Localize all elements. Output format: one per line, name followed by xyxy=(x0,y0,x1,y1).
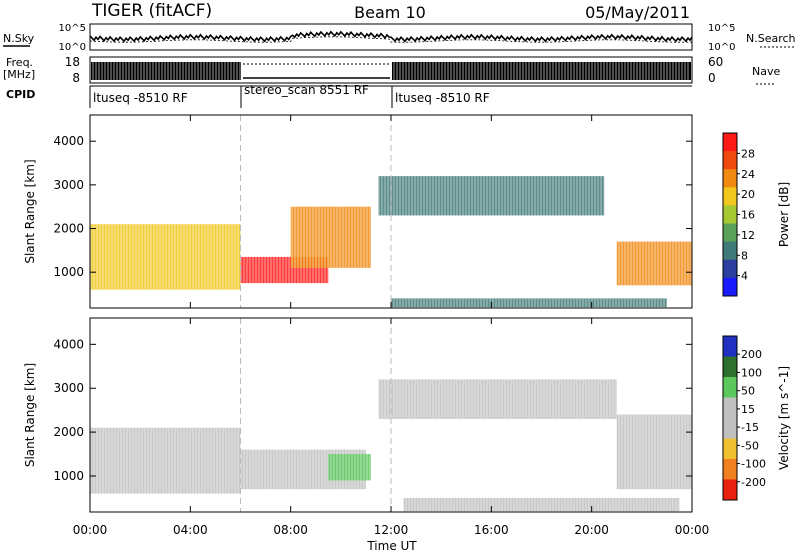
colorbar-swatch xyxy=(723,277,737,297)
y-tick-label: 2000 xyxy=(53,425,84,439)
y-tick-label: 1000 xyxy=(53,469,84,483)
colorbar-tick-label: 15 xyxy=(741,403,755,416)
colorbar-swatch xyxy=(723,479,737,501)
y-tick-label: 3000 xyxy=(53,178,84,192)
velocity-panel: 1000 2000 3000 4000 Slant Range [km] xyxy=(23,317,693,513)
power-region-texture xyxy=(378,176,605,216)
noise-left-tick-bottom: 10^0 xyxy=(59,42,86,53)
freq-label-line2: [MHz] xyxy=(3,68,35,81)
velocity-ylabel: Slant Range [km] xyxy=(23,363,37,467)
power-region-texture xyxy=(616,241,692,286)
nave-label: Nave xyxy=(752,65,780,78)
noise-right-tick-top: 10^5 xyxy=(708,23,735,34)
colorbar-label: Velocity [m s^-1] xyxy=(777,366,791,470)
velocity-colorbar: 200 100 50 15 -15 -50 -100 -200 Velocity [m s^-1… xyxy=(722,335,791,501)
velocity-region-texture xyxy=(328,454,371,481)
colorbar-tick-label: -100 xyxy=(741,458,766,471)
radar-title: TIGER (fitACF) xyxy=(91,1,212,21)
noise-search-trace xyxy=(89,36,693,43)
colorbar-swatch xyxy=(723,377,737,398)
colorbar-swatch xyxy=(723,259,737,279)
power-colorbar: 4 8 12 16 20 24 28 Power [dB] xyxy=(722,132,791,297)
colorbar-swatch xyxy=(723,133,737,152)
velocity-region-texture xyxy=(90,427,241,494)
colorbar-frame xyxy=(722,335,738,501)
x-tick-label: 04:00 xyxy=(173,523,208,537)
noise-sky-trace xyxy=(89,30,693,43)
x-tick-label: 16:00 xyxy=(474,523,509,537)
y-tick-label: 1000 xyxy=(53,265,84,279)
colorbar-tick-label: 50 xyxy=(741,385,755,398)
colorbar-swatch xyxy=(723,438,737,460)
y-tick-label: 4000 xyxy=(53,337,84,351)
colorbar-swatch xyxy=(723,187,737,206)
colorbar-swatch xyxy=(723,205,737,225)
colorbar-tick-label: 28 xyxy=(741,147,755,160)
noise-right-tick-bottom: 10^0 xyxy=(708,42,735,53)
colorbar-tick-label: 200 xyxy=(741,348,762,361)
noise-left-tick-top: 10^5 xyxy=(59,23,86,34)
cpid-segment-3: ltuseq -8510 RF xyxy=(395,91,490,105)
noise-left-label: N.Sky xyxy=(3,32,35,45)
colorbar-tick-label: 8 xyxy=(741,249,748,262)
colorbar-tick-label: 24 xyxy=(741,168,755,181)
noise-traces xyxy=(89,30,693,43)
colorbar-swatch xyxy=(723,169,737,188)
colorbar-label: Power [dB] xyxy=(777,182,791,247)
colorbar-swatch xyxy=(723,459,737,480)
x-tick-label: 20:00 xyxy=(574,523,609,537)
freq-tick-top: 18 xyxy=(65,55,80,69)
colorbar-tick-label: 12 xyxy=(741,229,755,242)
colorbar-tick-label: 20 xyxy=(741,188,755,201)
colorbar-swatch xyxy=(723,418,737,439)
time-axis-title: Time UT xyxy=(366,539,417,553)
colorbar-tick-label: 100 xyxy=(741,366,762,379)
colorbar-tick-label: -50 xyxy=(741,439,759,452)
beam-title: Beam 10 xyxy=(354,3,426,22)
time-axis: 00:00 04:00 08:00 12:00 16:00 20:00 00:00 xyxy=(73,115,710,537)
colorbar-swatch xyxy=(723,356,737,378)
colorbar-tick-label: 16 xyxy=(741,209,755,222)
freq-block-left xyxy=(91,62,241,80)
colorbar-swatch xyxy=(723,336,737,357)
power-region-texture xyxy=(90,224,241,290)
power-ylabel: Slant Range [km] xyxy=(23,159,37,263)
freq-label-line1: Freq. xyxy=(6,56,33,69)
colorbar-tick-label: 4 xyxy=(741,270,748,283)
colorbar-swatch xyxy=(723,151,737,170)
colorbar-tick-label: -15 xyxy=(741,421,759,434)
y-tick-label: 4000 xyxy=(53,134,84,148)
nave-tick-bottom: 0 xyxy=(708,71,716,85)
velocity-region-texture xyxy=(378,379,617,419)
nave-tick-top: 60 xyxy=(708,55,723,69)
x-tick-label: 08:00 xyxy=(273,523,308,537)
y-tick-label: 3000 xyxy=(53,381,84,395)
cpid-segment-1: ltuseq -8510 RF xyxy=(93,91,188,105)
power-panel: 1000 2000 3000 4000 Slant Range [km] xyxy=(23,114,693,309)
velocity-region-texture xyxy=(616,414,692,490)
freq-tick-bottom: 8 xyxy=(72,71,80,85)
cpid-segment-2: stereo_scan 8551 RF xyxy=(244,83,369,97)
noise-right-label: N.Search xyxy=(746,32,796,45)
cpid-label: CPID xyxy=(6,88,35,101)
velocity-region-texture xyxy=(403,497,680,512)
colorbar-swatch xyxy=(723,397,737,419)
power-region-texture xyxy=(391,298,667,308)
y-tick-label: 2000 xyxy=(53,222,84,236)
freq-stripes xyxy=(92,62,689,80)
colorbar-tick-label: -200 xyxy=(741,476,766,489)
power-region-texture xyxy=(290,206,371,268)
colorbar-swatch xyxy=(723,241,737,261)
date-title: 05/May/2011 xyxy=(585,3,690,22)
x-tick-label: 00:00 xyxy=(675,523,710,537)
x-tick-label: 00:00 xyxy=(73,523,108,537)
x-tick-label: 12:00 xyxy=(374,523,409,537)
colorbar-swatch xyxy=(723,223,737,243)
